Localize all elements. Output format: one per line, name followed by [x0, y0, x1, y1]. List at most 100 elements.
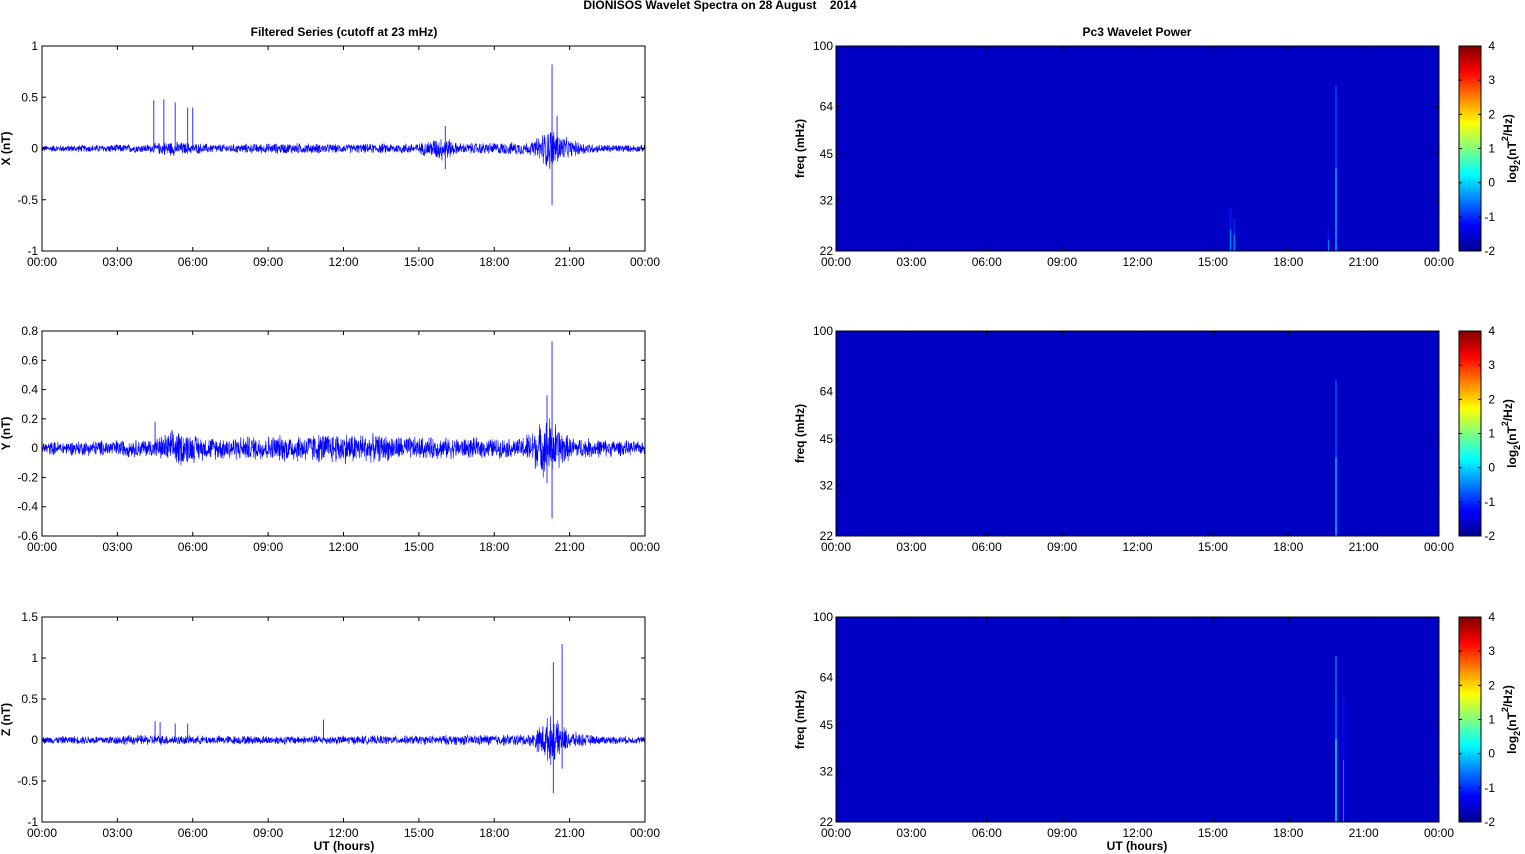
spectrum-x-streak-core: [1229, 230, 1231, 251]
series-y-ytick-label: -0.2: [17, 470, 38, 484]
spectrum-z-colorbar-tick-label: 3: [1488, 644, 1495, 658]
spectrum-y-xtick-label: 21:00: [1349, 540, 1379, 554]
spectrum-y-xtick-label: 06:00: [972, 540, 1002, 554]
series-x-xtick-label: 03:00: [102, 255, 132, 269]
series-z-xtick-label: 15:00: [404, 826, 434, 840]
spectrum-y-colorbar-tick-label: -2: [1484, 529, 1495, 543]
spectrum-y-xtick-label: 12:00: [1122, 540, 1152, 554]
series-y-ytick-label: -0.6: [17, 529, 38, 543]
spectrum-y-colorbar-tick-label: 1: [1488, 427, 1495, 441]
series-x-xtick-label: 15:00: [404, 255, 434, 269]
spectrum-z-xtick-label: 00:00: [821, 826, 851, 840]
spectrum-x-colorbar-label-part: 2: [1500, 136, 1510, 141]
series-y-ytick-label: 0.2: [21, 412, 38, 426]
series-x-xtick-label: 00:00: [630, 255, 660, 269]
spectrum-x-colorbar-tick-label: 0: [1488, 176, 1495, 190]
spectrum-y-ytick-label: 22: [820, 529, 834, 543]
series-z-plot-area: [42, 617, 645, 822]
spectrum-x-xtick-label: 06:00: [972, 255, 1002, 269]
spectrum-y-colorbar-label: log2(nT2/Hz): [1500, 399, 1522, 468]
series-z-ylabel: Z (nT): [0, 703, 13, 736]
spectrum-y-colorbar: [1458, 330, 1482, 537]
series-y-xtick-label: 09:00: [253, 540, 283, 554]
spectrum-x-colorbar-label-part: (nT: [1505, 141, 1519, 160]
spectrum-x-streak-core: [1233, 234, 1235, 251]
spectrum-x-ytick-label: 32: [820, 193, 834, 207]
spectrum-x-ytick-label: 64: [820, 99, 834, 113]
spectrum-z-ytick-label: 64: [820, 670, 834, 684]
spectrum-x-streak-core: [1335, 167, 1337, 251]
series-y-ylabel: Y (nT): [0, 417, 13, 451]
series-y-xtick-label: 12:00: [328, 540, 358, 554]
spectrum-y-colorbar-tick-label: -1: [1484, 495, 1495, 509]
series-y-ytick-label: 0.6: [21, 353, 38, 367]
spectrum-y-xtick-label: 18:00: [1273, 540, 1303, 554]
spectrum-z-ylabel: freq (mHz): [793, 690, 807, 749]
series-z-ytick-label: -1: [27, 815, 38, 829]
series-y-plot-area: [42, 331, 645, 536]
spectrum-z-colorbar-label-part: (nT: [1505, 712, 1519, 731]
spectrum-x-xtick-label: 00:00: [1424, 255, 1454, 269]
series-y-xtick-label: 21:00: [555, 540, 585, 554]
figure-title: DIONISOS Wavelet Spectra on 28 August 20…: [583, 0, 857, 12]
spectrum-y-colorbar-tick-label: 4: [1488, 324, 1495, 338]
series-z-xtick-label: 12:00: [328, 826, 358, 840]
series-y-xtick-label: 03:00: [102, 540, 132, 554]
series-x-ytick-label: -1: [27, 244, 38, 258]
spectrum-z-ytick-label: 100: [813, 610, 833, 624]
series-x-ytick-label: 1: [31, 39, 38, 53]
spectrum-y-xtick-label: 00:00: [1424, 540, 1454, 554]
spectrum-x-colorbar-label-part: log: [1505, 165, 1519, 183]
spectrum-x-colorbar-label-part: /Hz): [1501, 114, 1515, 136]
spectrum-x-ytick-label: 45: [820, 147, 834, 161]
series-z-xtick-label: 21:00: [555, 826, 585, 840]
spectrum-z-colorbar-tick-label: 1: [1488, 713, 1495, 727]
spectrum-x-colorbar-tick-label: 2: [1488, 107, 1495, 121]
spectrum-x-xtick-label: 09:00: [1047, 255, 1077, 269]
spectrum-x-xtick-label: 12:00: [1122, 255, 1152, 269]
series-x-xtick-label: 00:00: [27, 255, 57, 269]
spectrum-z-xtick-label: 15:00: [1198, 826, 1228, 840]
spectrum-y-xtick-label: 09:00: [1047, 540, 1077, 554]
series-x-trace: [41, 131, 646, 170]
series-z-xtick-label: 00:00: [630, 826, 660, 840]
series-z-xtick-label: 06:00: [178, 826, 208, 840]
spectrum-y-ytick-label: 45: [820, 432, 834, 446]
series-x-ytick-label: 0.5: [21, 90, 38, 104]
series-x-xtick-label: 06:00: [178, 255, 208, 269]
series-y-ytick-label: -0.4: [17, 500, 38, 514]
spectrum-y-colorbar-label-part: log: [1505, 450, 1519, 468]
spectrum-z-colorbar-label-part: log: [1505, 736, 1519, 754]
spectrum-x-xtick-label: 18:00: [1273, 255, 1303, 269]
series-z-ytick-label: 1.5: [21, 610, 38, 624]
series-x-ytick-label: 0: [31, 142, 38, 156]
spectrum-z-streak-core: [1343, 759, 1345, 822]
spectrum-x-colorbar-tick-label: 3: [1488, 73, 1495, 87]
spectrum-z-xtick-label: 03:00: [896, 826, 926, 840]
spectrum-x-xtick-label: 15:00: [1198, 255, 1228, 269]
spectrum-z-ytick-label: 45: [820, 718, 834, 732]
series-x-xtick-label: 21:00: [555, 255, 585, 269]
spectrum-x-xtick-label: 21:00: [1349, 255, 1379, 269]
series-y-xtick-label: 06:00: [178, 540, 208, 554]
spectrum-y-colorbar-label-part: (nT: [1505, 426, 1519, 445]
spectrum-y-colorbar-label-part: /Hz): [1501, 399, 1515, 421]
spectrum-y-streak-core: [1335, 457, 1337, 536]
x-axis-label-right: UT (hours): [1107, 839, 1168, 853]
spectrum-z-xtick-label: 18:00: [1273, 826, 1303, 840]
series-z-ytick-label: -0.5: [17, 774, 38, 788]
series-x-plot: -1 -0.5 0 0.5 1 X (nT): [0, 39, 646, 258]
spectrum-x-colorbar-tick-label: -1: [1484, 210, 1495, 224]
spectrum-x-colorbar: [1458, 45, 1482, 252]
spectrum-z-colorbar-tick-label: -2: [1484, 815, 1495, 829]
series-z-xtick-label: 03:00: [102, 826, 132, 840]
spectrum-z-xtick-label: 21:00: [1349, 826, 1379, 840]
spectrum-y-colorbar-tick-label: 2: [1488, 392, 1495, 406]
left-column-title: Filtered Series (cutoff at 23 mHz): [251, 25, 438, 39]
spectrum-y-ytick-label: 100: [813, 324, 833, 338]
spectrum-y-colorbar-label-part: 2: [1512, 445, 1522, 450]
